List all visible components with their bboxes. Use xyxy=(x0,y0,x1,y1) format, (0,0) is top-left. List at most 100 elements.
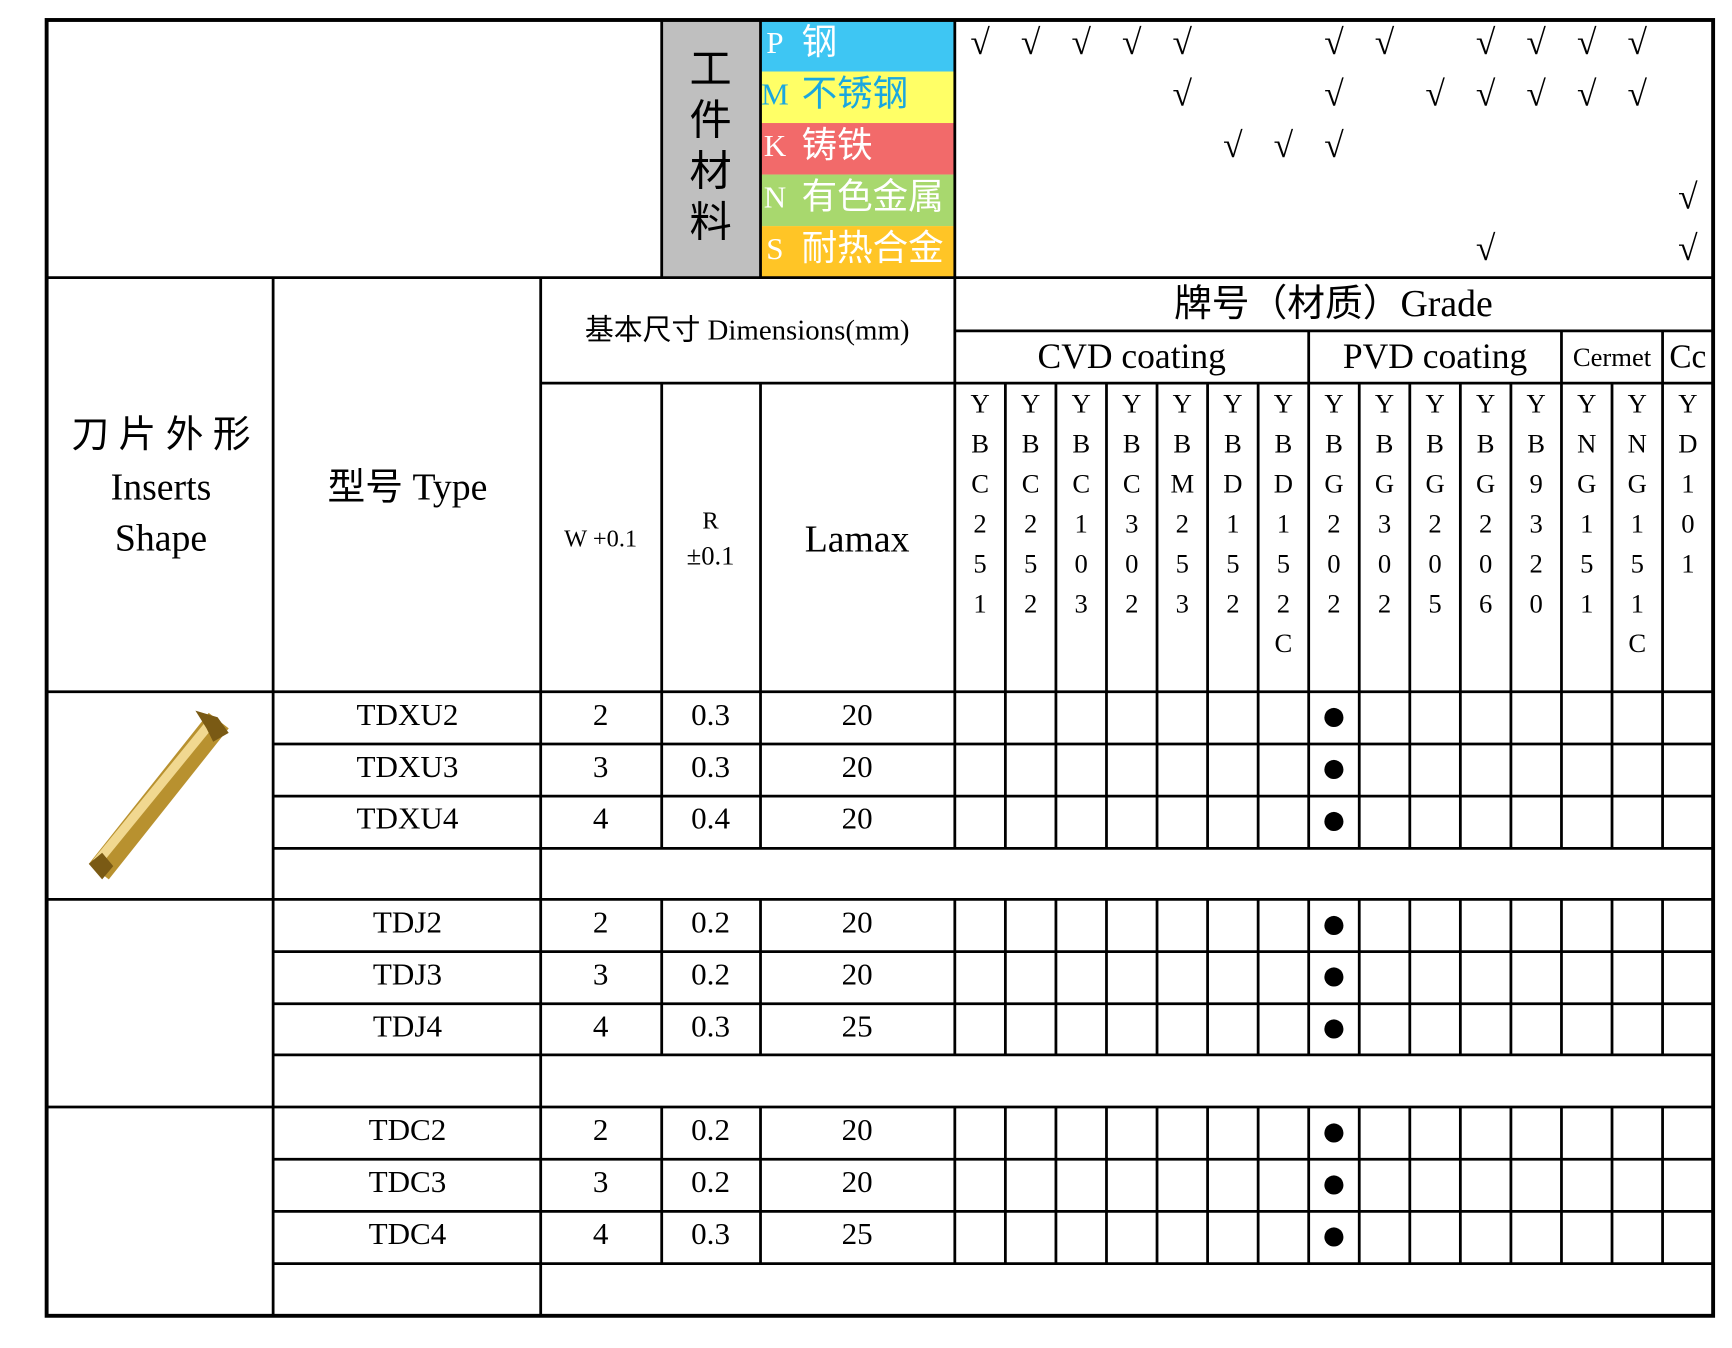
grade-group: Cermet xyxy=(1573,342,1652,372)
lamax-cell: 20 xyxy=(842,956,873,991)
check-mark: √ xyxy=(1476,22,1496,62)
type-cell: TDC2 xyxy=(369,1112,447,1147)
check-mark: √ xyxy=(1526,22,1546,62)
material-name: 耐热合金 xyxy=(802,228,944,268)
check-mark: √ xyxy=(1173,73,1193,113)
type-cell: TDJ3 xyxy=(373,956,442,991)
r-header: ±0.1 xyxy=(687,541,735,571)
material-name: 不锈钢 xyxy=(802,73,909,113)
check-mark: √ xyxy=(1577,22,1597,62)
shape-header: 刀 片 外 形 xyxy=(71,414,250,456)
check-mark: √ xyxy=(1223,125,1243,165)
r-cell: 0.3 xyxy=(691,697,730,732)
material-code: S xyxy=(766,231,783,266)
grade-header: 牌号（材质）Grade xyxy=(1174,283,1493,325)
check-mark: √ xyxy=(1122,22,1142,62)
w-cell: 4 xyxy=(593,801,609,836)
shape-header: Inserts xyxy=(111,466,212,508)
r-cell: 0.4 xyxy=(691,801,730,836)
w-header: W +0.1 xyxy=(564,525,637,552)
w-cell: 3 xyxy=(593,749,609,784)
w-cell: 4 xyxy=(593,1216,609,1251)
material-code: K xyxy=(764,128,787,163)
check-mark: √ xyxy=(1274,125,1294,165)
lamax-cell: 20 xyxy=(842,1164,873,1199)
material-code: P xyxy=(766,25,783,60)
w-cell: 2 xyxy=(593,905,609,940)
material-name: 铸铁 xyxy=(802,125,873,165)
grade-dot: ● xyxy=(1321,1157,1348,1207)
check-mark: √ xyxy=(1628,22,1648,62)
grade-group: Cc xyxy=(1669,338,1706,375)
check-mark: √ xyxy=(1577,73,1597,113)
material-bg xyxy=(760,226,955,278)
material-name: 有色金属 xyxy=(802,176,944,216)
insert-tip xyxy=(88,852,114,880)
type-cell: TDJ4 xyxy=(373,1008,443,1043)
material-header-bg xyxy=(661,19,761,278)
lamax-cell: 20 xyxy=(842,905,873,940)
type-cell: TDC3 xyxy=(369,1164,447,1199)
check-mark: √ xyxy=(1425,73,1445,113)
w-cell: 4 xyxy=(593,1008,609,1043)
w-cell: 2 xyxy=(593,1112,609,1147)
check-mark: √ xyxy=(1071,22,1091,62)
grade-dot: ● xyxy=(1321,950,1348,1000)
w-cell: 3 xyxy=(593,956,609,991)
r-cell: 0.3 xyxy=(691,1008,730,1043)
check-mark: √ xyxy=(1173,22,1193,62)
check-mark: √ xyxy=(1678,228,1698,268)
check-mark: √ xyxy=(1324,73,1344,113)
lamax-cell: 20 xyxy=(842,749,873,784)
grade-group: CVD coating xyxy=(1038,336,1227,376)
type-cell: TDJ2 xyxy=(373,905,442,940)
w-cell: 3 xyxy=(593,1164,609,1199)
shape-header: Shape xyxy=(115,518,207,560)
check-mark: √ xyxy=(1021,22,1041,62)
outer-border xyxy=(44,18,1716,1318)
material-code: N xyxy=(764,179,786,214)
w-cell: 2 xyxy=(593,697,609,732)
insert-image xyxy=(88,710,229,880)
check-mark: √ xyxy=(1526,73,1546,113)
check-mark: √ xyxy=(1476,228,1496,268)
check-mark: √ xyxy=(1678,176,1698,216)
material-bg xyxy=(760,71,955,124)
lamax-cell: 20 xyxy=(842,801,873,836)
type-cell: TDC4 xyxy=(369,1216,447,1251)
lamax-cell: 25 xyxy=(842,1008,873,1043)
r-cell: 0.2 xyxy=(691,905,730,940)
r-cell: 0.3 xyxy=(691,1216,730,1251)
insert-highlight xyxy=(93,715,218,867)
grade-dot: ● xyxy=(1321,794,1348,844)
grade-group: PVD coating xyxy=(1343,336,1528,376)
grade-dot: ● xyxy=(1321,1209,1348,1259)
type-cell: TDXU2 xyxy=(357,697,459,732)
material-bg xyxy=(760,123,955,175)
type-header: 型号 Type xyxy=(328,466,488,508)
lamax-header: Lamax xyxy=(805,519,910,561)
r-cell: 0.2 xyxy=(691,956,730,991)
check-mark: √ xyxy=(1324,22,1344,62)
grade-dot: ● xyxy=(1321,1002,1348,1052)
material-title: 工件材料 xyxy=(689,46,731,246)
r-header: R xyxy=(702,508,719,535)
type-cell: TDXU4 xyxy=(357,801,459,836)
material-bg xyxy=(760,19,955,72)
grade-dot: ● xyxy=(1321,742,1348,792)
